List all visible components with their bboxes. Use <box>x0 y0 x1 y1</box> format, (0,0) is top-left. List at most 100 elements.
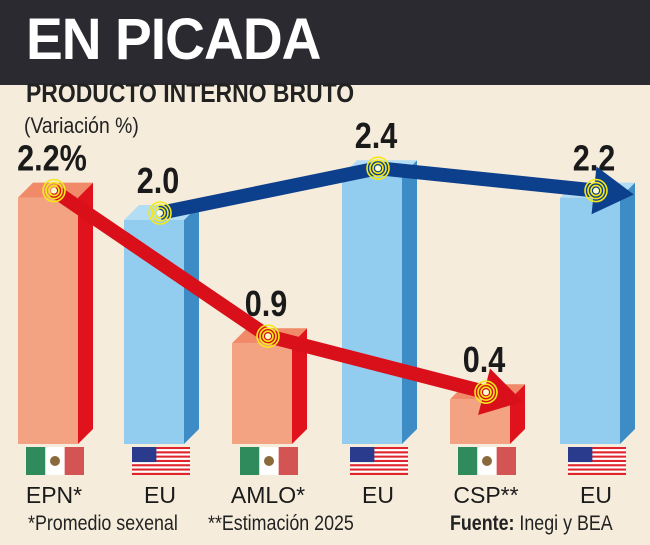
flag-stripe <box>132 459 190 463</box>
flag-stripe <box>568 466 626 469</box>
bar-0 <box>18 182 93 444</box>
flag-stripe <box>568 462 626 465</box>
dot-ring <box>474 380 498 405</box>
flag-stripe <box>26 447 46 475</box>
flag-stripe <box>64 447 84 475</box>
flag-stripe <box>132 466 190 469</box>
dot-ring <box>587 181 605 200</box>
mexico-flag-icon <box>26 447 84 475</box>
source-note: Fuente: Inegi y BEA <box>450 512 613 536</box>
dot-ring <box>590 184 602 197</box>
dot-ring <box>151 204 169 222</box>
flag-stripe <box>568 453 626 456</box>
footnote-estimate: **Estimación 2025 <box>208 512 354 535</box>
flag-stripe <box>350 453 408 456</box>
bar-side <box>402 160 417 444</box>
category-label: EU <box>144 482 176 508</box>
highlight-dot-icon <box>148 201 172 225</box>
flag-stripe <box>132 468 190 471</box>
flag-stripe <box>568 472 626 475</box>
dot-ring <box>372 162 384 174</box>
flag-emblem <box>482 456 492 466</box>
flag-stripe <box>350 472 408 475</box>
dot-center <box>51 187 57 194</box>
flag-stripe <box>350 457 408 460</box>
bar-front <box>560 197 620 444</box>
flag-stripe <box>132 464 190 467</box>
bar-side <box>620 182 635 444</box>
usa-flag-icon <box>132 447 190 475</box>
flag-stripe <box>350 459 408 463</box>
value-label: 0.4 <box>463 341 506 381</box>
dot-ring <box>45 181 63 200</box>
dot-ring <box>369 159 387 177</box>
category-label: CSP** <box>453 482 518 508</box>
flag-stripe <box>350 468 408 471</box>
dot-ring <box>42 178 66 203</box>
value-label: 2.2% <box>17 139 87 179</box>
dot-ring <box>259 327 277 346</box>
dot-ring <box>477 383 495 402</box>
dot-ring <box>584 178 608 203</box>
arrow-head <box>591 166 634 215</box>
bar-side <box>292 328 307 444</box>
footnote-average: *Promedio sexenal <box>28 512 178 535</box>
flag-stripe <box>350 455 408 458</box>
chart-subtitle: PRODUCTO INTERNO BRUTO <box>26 78 355 108</box>
category-label: EU <box>580 482 612 508</box>
flag-stripe <box>568 457 626 460</box>
flag-stripe <box>132 447 190 450</box>
dot-center <box>593 187 599 194</box>
flag-stripe <box>568 451 626 454</box>
flag-stripe <box>568 447 626 450</box>
highlight-dot-icon <box>584 178 608 203</box>
usa-flag-icon <box>568 447 626 475</box>
category-label: AMLO* <box>231 482 305 508</box>
bar-5 <box>560 182 635 444</box>
bar-front <box>342 175 402 444</box>
value-label: 2.4 <box>355 117 398 157</box>
flag-stripe <box>278 447 298 475</box>
flag-stripe <box>132 457 190 460</box>
flag-stripe <box>568 470 626 473</box>
dot-center <box>157 210 163 216</box>
dot-ring <box>262 330 274 343</box>
flag-stripe <box>496 447 516 475</box>
flag-stripe <box>350 464 408 467</box>
category-label: EPN* <box>26 482 82 508</box>
mexico-flag-icon <box>240 447 298 475</box>
flag-stripe <box>350 447 408 450</box>
flag-stripe <box>132 472 190 475</box>
flag-canton <box>350 447 375 463</box>
flag-stripe <box>132 455 190 458</box>
highlight-dot-icon <box>256 324 280 349</box>
flag-stripe <box>240 447 260 475</box>
dot-ring <box>256 324 280 349</box>
flag-stripe <box>132 470 190 473</box>
usa-flag-icon <box>350 447 408 475</box>
flag-stripe <box>458 447 478 475</box>
source-text: Inegi y BEA <box>514 512 613 535</box>
flag-stripe <box>132 451 190 454</box>
flag-stripe <box>568 468 626 471</box>
bar-side <box>184 205 199 444</box>
flag-stripe <box>568 459 626 463</box>
flag-stripe <box>568 455 626 458</box>
flag-canton <box>568 447 593 463</box>
page-title: EN PICADA <box>26 7 321 72</box>
flag-stripe <box>350 449 408 452</box>
bar-front <box>18 197 78 444</box>
source-label: Fuente: <box>450 512 515 535</box>
highlight-dot-icon <box>474 380 498 405</box>
title-bar: EN PICADA <box>0 0 650 85</box>
bar-side <box>78 182 93 444</box>
flag-stripe <box>132 449 190 452</box>
value-label: 2.0 <box>137 162 180 202</box>
flag-emblem <box>50 456 60 466</box>
dot-ring <box>148 201 172 225</box>
dot-ring <box>480 386 492 399</box>
highlight-dot-icon <box>366 156 390 180</box>
flag-canton <box>132 447 157 463</box>
